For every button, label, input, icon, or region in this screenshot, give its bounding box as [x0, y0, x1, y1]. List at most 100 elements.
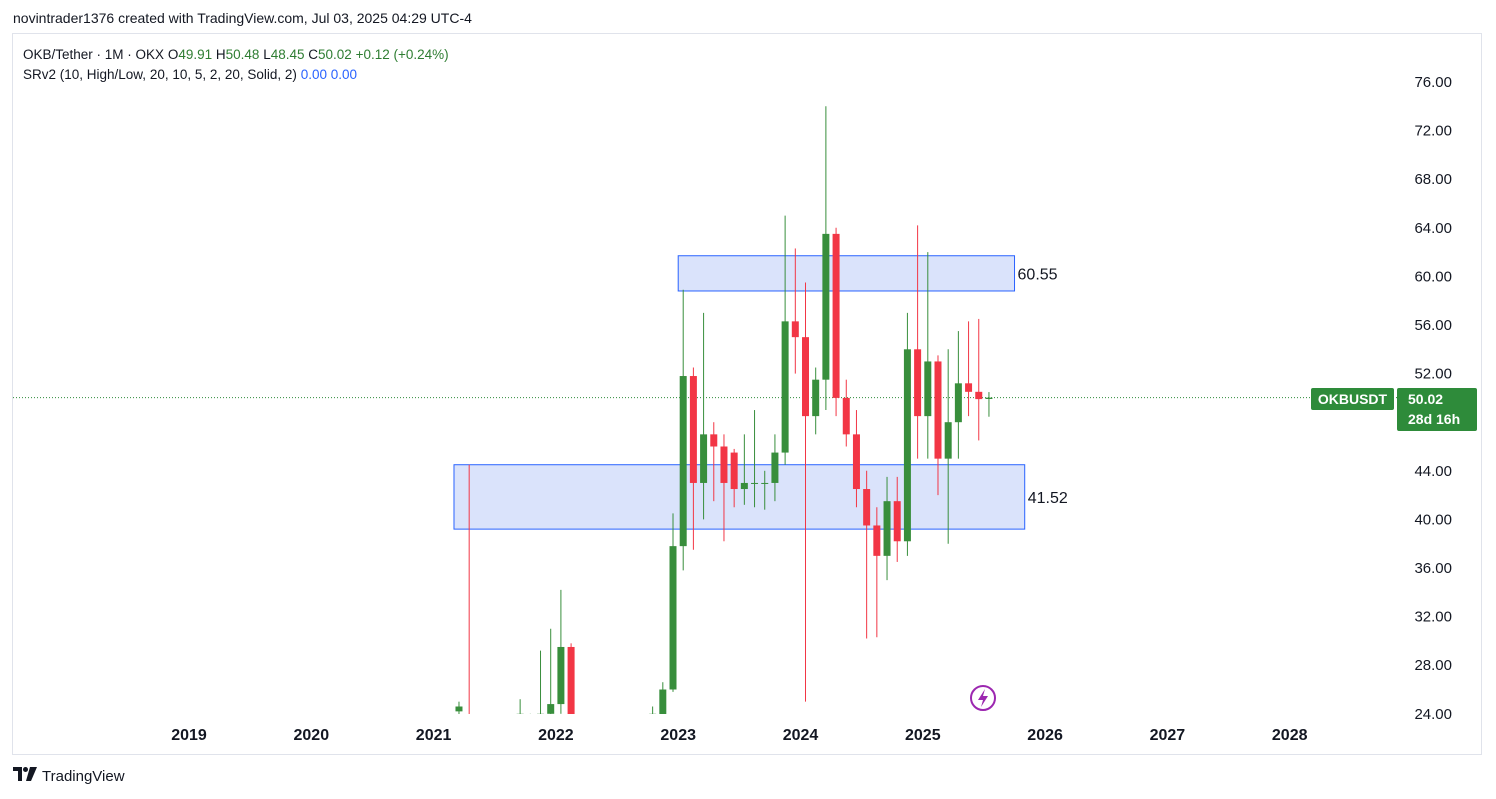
chart-credit-line: novintrader1376 created with TradingView… — [13, 10, 472, 26]
sr-zone-labels: 60.55 41.52 — [1018, 266, 1068, 507]
candle-body — [679, 376, 687, 547]
time-tick-label: 2020 — [294, 727, 330, 744]
legend-indicator-value-2: 0.00 — [330, 67, 358, 82]
candle-body — [567, 646, 575, 714]
candle-down[interactable] — [689, 367, 697, 550]
candle-body — [761, 482, 769, 484]
sr-zone-box[interactable] — [453, 464, 1026, 530]
legend-high-label: H — [215, 47, 226, 62]
candle-body — [689, 376, 697, 483]
time-tick-label: 2019 — [171, 727, 207, 744]
symbol-tag-bg — [1311, 388, 1394, 410]
candle-down[interactable] — [914, 225, 922, 459]
candle-body — [802, 337, 809, 417]
candle-down[interactable] — [710, 422, 718, 502]
candle-down[interactable] — [466, 464, 473, 726]
legend-symbol[interactable]: OKB/Tether · 1M · OKX — [23, 47, 165, 62]
candle-up[interactable] — [740, 434, 748, 505]
candle-up[interactable] — [537, 650, 545, 726]
candle-up[interactable] — [751, 410, 759, 508]
price-tag-countdown: 28d 16h — [1408, 411, 1460, 427]
candle-up[interactable] — [903, 312, 911, 556]
candle-up[interactable] — [954, 331, 962, 459]
candle-down[interactable] — [893, 476, 901, 562]
candle-up[interactable] — [924, 252, 932, 459]
legend-low-label: L — [263, 47, 271, 62]
sr-zone-box[interactable] — [677, 255, 1016, 292]
candle-down[interactable] — [730, 448, 738, 508]
candle-body — [924, 361, 932, 417]
candle-up[interactable] — [659, 682, 667, 726]
candle-body — [791, 321, 799, 338]
candle-up[interactable] — [669, 513, 677, 692]
candle-up[interactable] — [761, 470, 769, 510]
candle-body — [537, 713, 545, 714]
candle-up[interactable] — [700, 312, 708, 520]
legend-indicator-name[interactable]: SRv2 (10, High/Low, 20, 10, 5, 2, 20, So… — [23, 67, 297, 82]
candle-series[interactable] — [455, 106, 993, 729]
legend-high-value: 50.48 — [225, 47, 260, 62]
candle-up[interactable] — [985, 392, 993, 417]
candle-down[interactable] — [975, 318, 983, 441]
tradingview-logo[interactable]: TradingView — [13, 767, 125, 785]
price-axis[interactable]: 76.0072.0068.0064.0060.0056.0052.0048.00… — [1414, 74, 1452, 723]
candle-down[interactable] — [934, 355, 942, 496]
candle-body — [720, 446, 728, 483]
candle-body — [740, 482, 748, 490]
candle-up[interactable] — [944, 349, 952, 544]
time-axis[interactable]: 2019 2020 2021 2022 2023 2024 2025 2026 2027 2028 — [171, 727, 1307, 744]
legend-symbol-row[interactable]: OKB/Tether · 1M · OKX O49.91 H50.48 L48.… — [23, 45, 449, 65]
time-tick-label: 2023 — [660, 727, 696, 744]
price-tick-label: 60.00 — [1414, 268, 1452, 285]
candle-body — [852, 434, 860, 490]
legend-change: +0.12 (+0.24%) — [355, 47, 449, 62]
candle-up[interactable] — [781, 215, 789, 465]
symbol-price-tag[interactable]: OKBUSDT 50.02 28d 16h — [1311, 388, 1477, 431]
candle-down[interactable] — [873, 507, 881, 638]
candle-up[interactable] — [883, 476, 891, 581]
price-tag-value: 50.02 — [1408, 391, 1443, 407]
candle-up[interactable] — [679, 289, 687, 571]
price-tick-label: 28.00 — [1414, 657, 1452, 674]
candle-down[interactable] — [720, 434, 728, 542]
candle-down[interactable] — [863, 470, 871, 639]
candle-up[interactable] — [455, 701, 463, 726]
candle-down[interactable] — [852, 410, 860, 508]
candle-body — [466, 716, 473, 726]
candle-body — [700, 434, 708, 483]
legend-close-label: C — [308, 47, 319, 62]
price-tick-label: 40.00 — [1414, 511, 1452, 528]
candle-body — [455, 706, 463, 712]
chart-legend[interactable]: OKB/Tether · 1M · OKX O49.91 H50.48 L48.… — [23, 45, 449, 85]
candle-up[interactable] — [822, 106, 830, 411]
candle-up[interactable] — [527, 713, 534, 729]
candle-body — [781, 321, 789, 453]
legend-close-value: 50.02 — [318, 47, 352, 62]
candle-body — [873, 525, 881, 556]
candle-body — [751, 482, 759, 484]
candle-up[interactable] — [812, 367, 820, 435]
price-tick-label: 56.00 — [1414, 317, 1452, 334]
price-tag-bg — [1397, 388, 1477, 431]
candle-down[interactable] — [567, 643, 575, 726]
price-tick-label: 52.00 — [1414, 366, 1452, 383]
candle-down[interactable] — [965, 321, 973, 417]
candle-up[interactable] — [557, 589, 565, 714]
candle-down[interactable] — [791, 248, 799, 374]
candle-body — [822, 233, 830, 380]
candle-up[interactable] — [649, 706, 657, 726]
candle-body — [527, 716, 534, 723]
time-tick-label: 2026 — [1027, 727, 1063, 744]
legend-indicator-row[interactable]: SRv2 (10, High/Low, 20, 10, 5, 2, 20, So… — [23, 65, 449, 85]
candle-down[interactable] — [832, 227, 840, 417]
candle-down[interactable] — [802, 282, 809, 702]
candle-up[interactable] — [547, 628, 555, 716]
sr-zones[interactable] — [453, 255, 1026, 530]
price-tick-label: 64.00 — [1414, 220, 1452, 237]
chart-frame[interactable] — [12, 33, 1482, 755]
candle-down[interactable] — [842, 379, 850, 447]
candle-up[interactable] — [516, 699, 524, 726]
candle-up[interactable] — [771, 434, 779, 502]
lightning-icon[interactable] — [970, 685, 996, 711]
